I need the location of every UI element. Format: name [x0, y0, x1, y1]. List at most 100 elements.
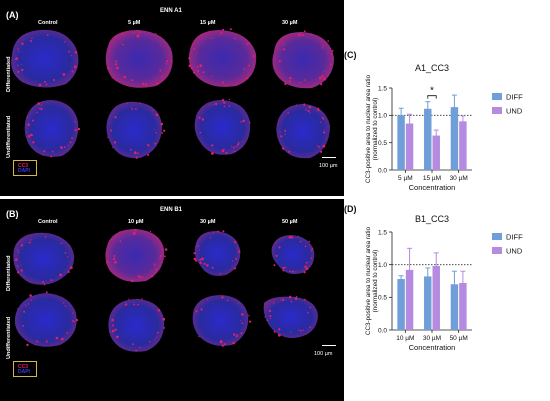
cc3-dot: [229, 98, 231, 101]
cc3-dot: [235, 145, 237, 148]
cc3-dot: [119, 231, 121, 233]
cc3-dot: [289, 270, 292, 272]
significance-star: *: [430, 86, 434, 97]
cc3-dot: [221, 296, 224, 299]
cc3-dot: [280, 135, 283, 138]
cc3-dot: [31, 299, 33, 301]
cc3-dot: [114, 116, 117, 119]
cc3-dot: [233, 333, 236, 336]
cc3-dot: [17, 64, 19, 67]
chart-panel-c: (C) A1_CC3 CC3-positive area to nuclear a…: [344, 40, 550, 195]
cc3-dot: [114, 328, 117, 331]
column-label-15um: 15 µM: [200, 20, 216, 26]
chart-panel-d: (D) B1_CC3 CC3-positive area to nuclear a…: [344, 198, 550, 373]
bar-chart-c: A1_CC3 CC3-positive area to nuclear area …: [365, 63, 523, 192]
cc3-dot: [214, 102, 218, 106]
cc3-dot: [155, 143, 157, 145]
cc3-dot: [288, 235, 292, 239]
y-tick-label: 1.5: [378, 229, 387, 236]
cc3-dot: [310, 249, 313, 252]
cc3-dot: [155, 76, 157, 78]
cc3-dot: [299, 81, 301, 84]
cc3-dot: [166, 60, 169, 63]
cc3-dot: [250, 51, 252, 53]
cc3-dot: [232, 341, 234, 344]
y-axis-label: CC3-positive area to nuclear area ratio: [365, 74, 372, 183]
legend-swatch-und: [492, 107, 502, 114]
cc3-dot: [320, 150, 323, 153]
cc3-dot: [298, 33, 301, 37]
cc3-dot: [299, 240, 302, 243]
cc3-dot: [323, 77, 326, 81]
bar-und: [432, 135, 440, 170]
y-axis-label-line2: (normalized to control): [372, 98, 379, 161]
legend-swatch-diff: [492, 233, 502, 240]
cc3-dot: [72, 71, 74, 73]
cc3-dot: [284, 129, 287, 132]
cc3-dot: [304, 298, 306, 301]
cc3-dot: [30, 133, 33, 137]
cc3-dot: [151, 39, 153, 41]
y-tick-label: 1.0: [378, 113, 387, 120]
channel-legend-a: CC3 DAPI: [13, 160, 37, 176]
cc3-dot: [122, 43, 124, 46]
cc3-dot: [294, 297, 298, 300]
channel-legend-b: CC3 DAPI: [13, 361, 37, 377]
cc3-dot: [64, 305, 67, 307]
cc3-dot: [141, 298, 143, 300]
cc3-dot: [219, 340, 223, 344]
cc3-dot: [28, 241, 30, 244]
organoid-a-diff-5um: [105, 30, 173, 88]
cc3-dot: [278, 333, 281, 337]
cc3-dot: [73, 65, 77, 69]
cc3-dot: [296, 296, 298, 298]
micrograph-grid-b: [13, 229, 318, 352]
cc3-dot: [30, 239, 32, 241]
cc3-dot: [287, 112, 289, 114]
cc3-dot: [225, 151, 228, 154]
cc3-dot: [20, 244, 24, 247]
cc3-dot: [322, 44, 325, 46]
cc3-dot: [38, 108, 41, 110]
cc3-dot: [291, 270, 294, 273]
cc3-dot: [162, 317, 166, 321]
cc3-dot: [193, 252, 196, 255]
cc3-dot: [323, 131, 326, 134]
cc3-dot: [46, 84, 48, 86]
column-label-30um-b: 30 µM: [200, 219, 216, 225]
cc3-dot: [31, 37, 33, 39]
cc3-dot: [193, 71, 195, 74]
cc3-dot: [137, 303, 139, 306]
cc3-dot: [135, 156, 138, 159]
bar-diff: [424, 108, 432, 170]
cc3-dot: [60, 242, 63, 245]
cc3-dot: [198, 116, 201, 119]
cc3-dot: [152, 109, 154, 111]
cc3-dot: [115, 60, 117, 63]
organoid-b-diff-30um: [194, 231, 241, 276]
cc3-dot: [32, 141, 35, 144]
cc3-dot: [309, 306, 311, 309]
cc3-dot: [40, 104, 42, 106]
cc3-dot: [160, 45, 162, 47]
cc3-dot: [146, 236, 148, 238]
cc3-dot: [135, 349, 138, 352]
treatment-title-a: ENN A1: [160, 8, 182, 14]
cc3-dot: [280, 299, 281, 301]
cc3-dot: [209, 237, 211, 239]
organoid-b-diff-control: [13, 232, 75, 285]
column-label-5um: 5 µM: [128, 20, 141, 26]
cc3-dot: [130, 148, 132, 151]
x-axis-label: Concentration: [409, 343, 456, 352]
micrograph-grid-a: [11, 28, 334, 159]
cc3-dot: [156, 331, 159, 334]
cc3-dot: [107, 67, 110, 70]
chart-letter-d: (D): [344, 204, 357, 214]
cc3-dot: [273, 264, 276, 267]
cc3-dot: [278, 246, 281, 249]
cc3-dot: [211, 37, 213, 39]
cc3-dot: [330, 53, 333, 55]
cc3-dot: [20, 264, 22, 266]
cc3-dot: [309, 326, 312, 328]
cc3-dot: [21, 68, 24, 72]
